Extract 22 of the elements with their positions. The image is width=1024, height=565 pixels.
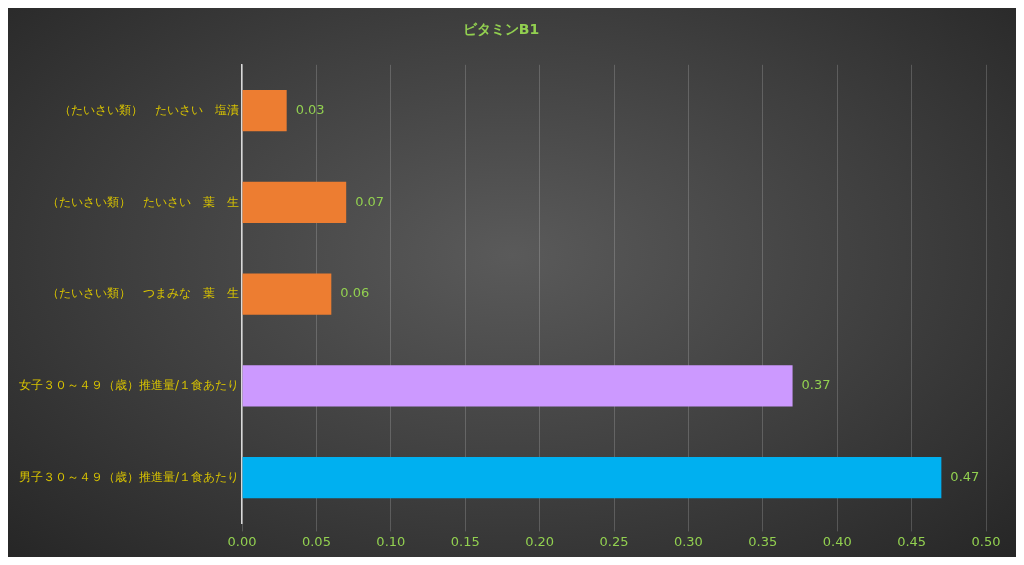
y-tick-label: 女子３０～４９（歳）推進量/１食あたり	[19, 377, 240, 392]
x-tick-label: 0.45	[897, 533, 927, 549]
x-tick-label: 0.30	[673, 533, 703, 549]
x-tick-label: 0.00	[227, 533, 257, 549]
x-tick-label: 0.40	[822, 533, 852, 549]
x-tick-label: 0.25	[599, 533, 629, 549]
x-tick-label: 0.10	[376, 533, 406, 549]
y-tick-label: 男子３０～４９（歳）推進量/１食あたり	[19, 469, 240, 484]
data-label: 0.37	[801, 377, 831, 393]
data-label: 0.07	[355, 193, 385, 209]
x-tick-label: 0.15	[450, 533, 480, 549]
x-tick-label: 0.50	[971, 533, 1001, 549]
chart-title: ビタミンB1	[462, 21, 540, 38]
data-label: 0.06	[340, 285, 370, 301]
y-tick-label: （たいさい類） たいさい 葉 生	[47, 194, 240, 209]
data-label: 0.03	[295, 102, 325, 118]
y-tick-label: （たいさい類） たいさい 塩漬	[59, 102, 240, 117]
y-tick-label: （たいさい類） つまみな 葉 生	[47, 286, 240, 301]
data-label: 0.47	[950, 468, 980, 484]
x-tick-label: 0.35	[748, 533, 778, 549]
x-tick-label: 0.05	[301, 533, 331, 549]
x-tick-label: 0.20	[525, 533, 555, 549]
